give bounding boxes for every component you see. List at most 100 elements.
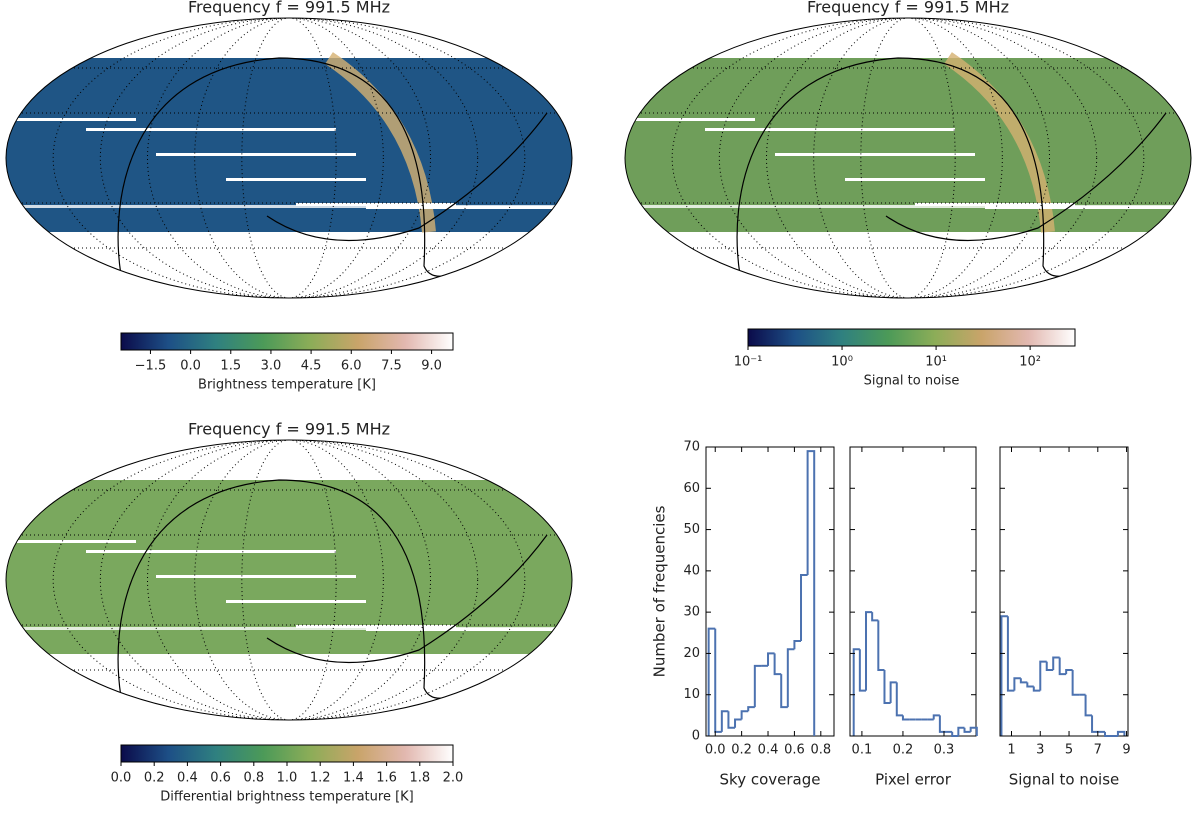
colorbar-tick-label: 9.0	[421, 359, 442, 374]
map-title: Frequency f = 991.5 MHz	[188, 0, 390, 17]
hist-step	[883, 669, 891, 704]
y-tick-label: 0	[692, 729, 700, 744]
hist-step	[852, 648, 860, 736]
hist-step	[901, 715, 910, 721]
hist-step	[793, 640, 802, 650]
colorbar-tick-label: 4.5	[301, 359, 322, 374]
colorbar-tick-label: 1.5	[220, 359, 241, 374]
hist-step	[1058, 657, 1067, 676]
meridian	[147, 440, 431, 720]
colorbar-tick-label: 0.8	[243, 771, 264, 786]
hist-step	[767, 652, 775, 666]
hist-step	[1045, 661, 1054, 671]
missing-strip	[296, 203, 456, 206]
x-tick-label: 9	[1122, 743, 1130, 758]
x-tick-label: 5	[1065, 743, 1073, 758]
missing-strip	[156, 153, 356, 156]
hist-step	[727, 711, 736, 729]
colorbar-tick-label: 10²	[1019, 355, 1041, 370]
missing-strip	[705, 128, 955, 131]
missing-strip	[296, 625, 456, 628]
colorbar-tick-label: 1.0	[277, 771, 298, 786]
plot-frame	[705, 446, 835, 737]
missing-strip	[635, 118, 755, 121]
missing-strip	[16, 540, 136, 543]
equator	[266, 534, 548, 664]
x-tick-label: 3	[1036, 743, 1044, 758]
hist-step	[747, 706, 755, 712]
hist-step	[865, 611, 873, 691]
sky-map	[625, 18, 1191, 298]
colorbar-tick-label: 0.2	[144, 771, 165, 786]
x-tick-label: 0.0	[705, 743, 726, 758]
colorbar-tick-label: 0.0	[180, 359, 201, 374]
missing-strip	[16, 118, 136, 121]
x-tick-label: 0.3	[934, 743, 955, 758]
plot-frame	[999, 446, 1129, 737]
hist-step	[877, 620, 885, 671]
hist-step	[938, 715, 947, 733]
sky-map	[6, 440, 572, 720]
hist-step	[858, 649, 867, 692]
sky-map	[6, 18, 572, 298]
x-axis-label: Sky coverage	[720, 771, 821, 789]
colorbar-tick-label: 0.4	[177, 771, 198, 786]
map-title: Frequency f = 991.5 MHz	[807, 0, 1009, 17]
hist-step	[800, 573, 808, 642]
y-tick-label: 10	[683, 687, 700, 702]
hist-step	[773, 653, 782, 676]
colorbar-tick-label: 3.0	[261, 359, 282, 374]
ecliptic	[117, 479, 445, 699]
hist-step	[707, 627, 716, 736]
hist-step	[1019, 678, 1028, 684]
hist-step	[1103, 731, 1112, 737]
colorbar	[120, 332, 454, 351]
y-tick-label: 60	[683, 481, 700, 496]
missing-strip	[86, 550, 336, 553]
ecliptic	[736, 57, 1064, 277]
missing-strip	[6, 627, 572, 630]
missing-strip	[226, 600, 366, 603]
map-band	[6, 58, 572, 232]
hist-step	[932, 714, 940, 720]
missing-strip	[6, 205, 572, 208]
y-axis-label: Number of frequencies	[651, 505, 669, 677]
ecliptic	[117, 57, 445, 277]
x-tick-label: 0.1	[852, 743, 873, 758]
plot-frame	[849, 446, 977, 737]
hist-step	[1000, 615, 1008, 736]
missing-strip	[845, 178, 985, 181]
meridian	[52, 18, 526, 298]
meridian	[860, 18, 956, 298]
hist-step	[1013, 677, 1021, 691]
map-band	[625, 58, 1191, 232]
y-tick-label: 40	[683, 563, 700, 578]
x-tick-label: 0.8	[810, 743, 831, 758]
equator	[885, 112, 1167, 242]
hist-step	[1065, 668, 1073, 675]
x-axis-label: Signal to noise	[1009, 771, 1120, 789]
x-axis-label: Pixel error	[875, 771, 952, 789]
colorbar	[120, 744, 454, 763]
hist-step	[895, 682, 903, 717]
colorbar-label: Signal to noise	[864, 374, 960, 389]
colorbar-label: Brightness temperature [K]	[198, 378, 376, 393]
equator	[266, 112, 548, 242]
map-outline	[624, 17, 1192, 299]
missing-strip	[226, 178, 366, 181]
missing-strip	[86, 128, 336, 131]
colorbar-label: Differential brightness temperature [K]	[160, 790, 414, 805]
hist-step	[734, 718, 742, 728]
colorbar-tick-label: 10⁻¹	[734, 355, 763, 370]
hist-step	[963, 727, 971, 733]
y-tick-label: 70	[683, 440, 700, 455]
x-tick-label: 0.2	[893, 743, 914, 758]
x-tick-label: 0.4	[758, 743, 779, 758]
meridian	[241, 440, 337, 720]
map-title: Frequency f = 991.5 MHz	[188, 420, 390, 439]
hist-step	[1026, 682, 1034, 688]
hist-step	[740, 710, 749, 720]
y-tick-label: 20	[683, 646, 700, 661]
hist-step	[1006, 616, 1015, 692]
